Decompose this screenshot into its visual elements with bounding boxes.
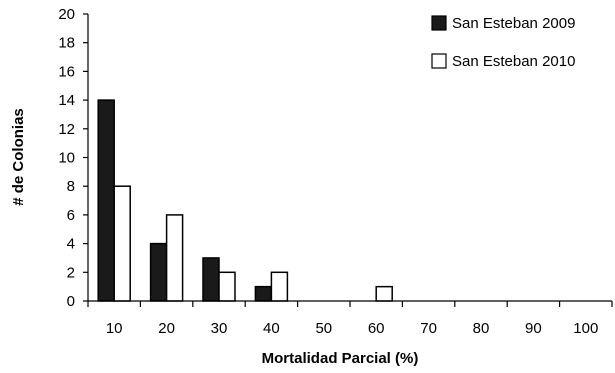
bar-series-2-10 [113,185,131,302]
y-tick-label: 20 [58,6,75,23]
legend-swatch-1 [431,15,447,31]
x-tick-label: 70 [420,320,437,337]
y-tick-label: 4 [67,236,75,253]
bar-series-2-20 [165,214,184,302]
y-axis-title: # de Colonias [10,108,27,206]
x-tick-label: 60 [368,320,385,337]
x-tick-label: 90 [525,320,542,337]
x-tick-label: 20 [158,320,175,337]
legend-label-2: San Esteban 2010 [452,53,575,70]
bar-series-1-40 [254,285,273,302]
legend: San Esteban 2009 San Esteban 2010 [431,15,575,70]
y-tick-label: 12 [58,121,75,138]
x-axis-title: Mortalidad Parcial (%) [262,350,419,367]
legend-swatch-2 [431,53,447,69]
bar-series-1-30 [202,257,220,302]
y-tick-label: 16 [58,63,75,80]
y-tick-label: 2 [67,264,75,281]
x-tick-label: 100 [573,320,598,337]
x-tick-label: 30 [211,320,228,337]
bars-layer [97,99,393,302]
x-tick-label: 40 [263,320,280,337]
y-axis-ticks: 0 2 4 6 8 10 12 14 16 18 20 [58,6,88,310]
bar-series-1-20 [149,242,168,302]
x-tick-label: 80 [473,320,490,337]
legend-label-1: San Esteban 2009 [452,15,575,32]
bar-series-1-10 [97,99,115,302]
x-tick-label: 50 [315,320,332,337]
bar-series-2-60 [375,285,393,302]
y-tick-label: 6 [67,207,75,224]
x-tick-label: 10 [106,320,123,337]
bar-series-2-40 [270,271,289,302]
y-tick-label: 18 [58,35,75,52]
y-tick-label: 0 [67,293,75,310]
bar-series-2-30 [218,271,236,302]
y-tick-label: 10 [58,150,75,167]
y-tick-label: 14 [58,92,75,109]
x-axis-ticks: 10 20 30 40 50 60 70 80 90 100 [87,301,613,337]
y-tick-label: 8 [67,178,75,195]
